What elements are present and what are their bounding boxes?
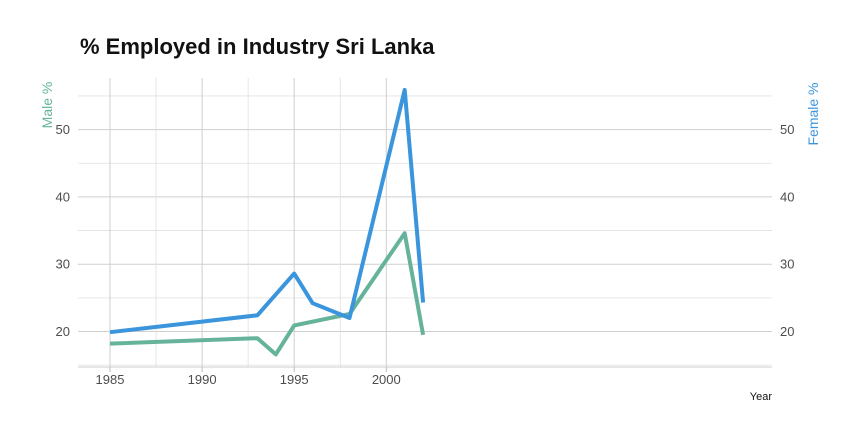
male-series-line [109, 231, 426, 357]
y-tick-label-right: 50 [780, 122, 794, 137]
y-axis-label-left: Male % [39, 82, 55, 129]
tick-labels: 1985 1990 1995 2000 20 20 30 30 40 40 50 50 [56, 122, 795, 387]
y-tick-label-left: 50 [56, 122, 70, 137]
x-tick-label: 2000 [372, 372, 401, 387]
y-tick-label-right: 30 [780, 257, 794, 272]
y-tick-label-left: 30 [56, 257, 70, 272]
axes [78, 366, 772, 372]
y-axis-label-right: Female % [805, 82, 821, 145]
y-tick-label-left: 20 [56, 324, 70, 339]
y-tick-label-right: 40 [780, 189, 794, 204]
series-lines [109, 87, 426, 357]
grid-lines [78, 78, 772, 367]
x-tick-label: 1990 [188, 372, 217, 387]
x-axis-label: Year [750, 391, 773, 403]
y-tick-label-right: 20 [780, 324, 794, 339]
y-tick-label-left: 40 [56, 189, 70, 204]
x-tick-label: 1995 [280, 372, 309, 387]
x-tick-label: 1985 [96, 372, 125, 387]
female-series-line [109, 87, 426, 335]
chart-title: % Employed in Industry Sri Lanka [80, 34, 435, 59]
